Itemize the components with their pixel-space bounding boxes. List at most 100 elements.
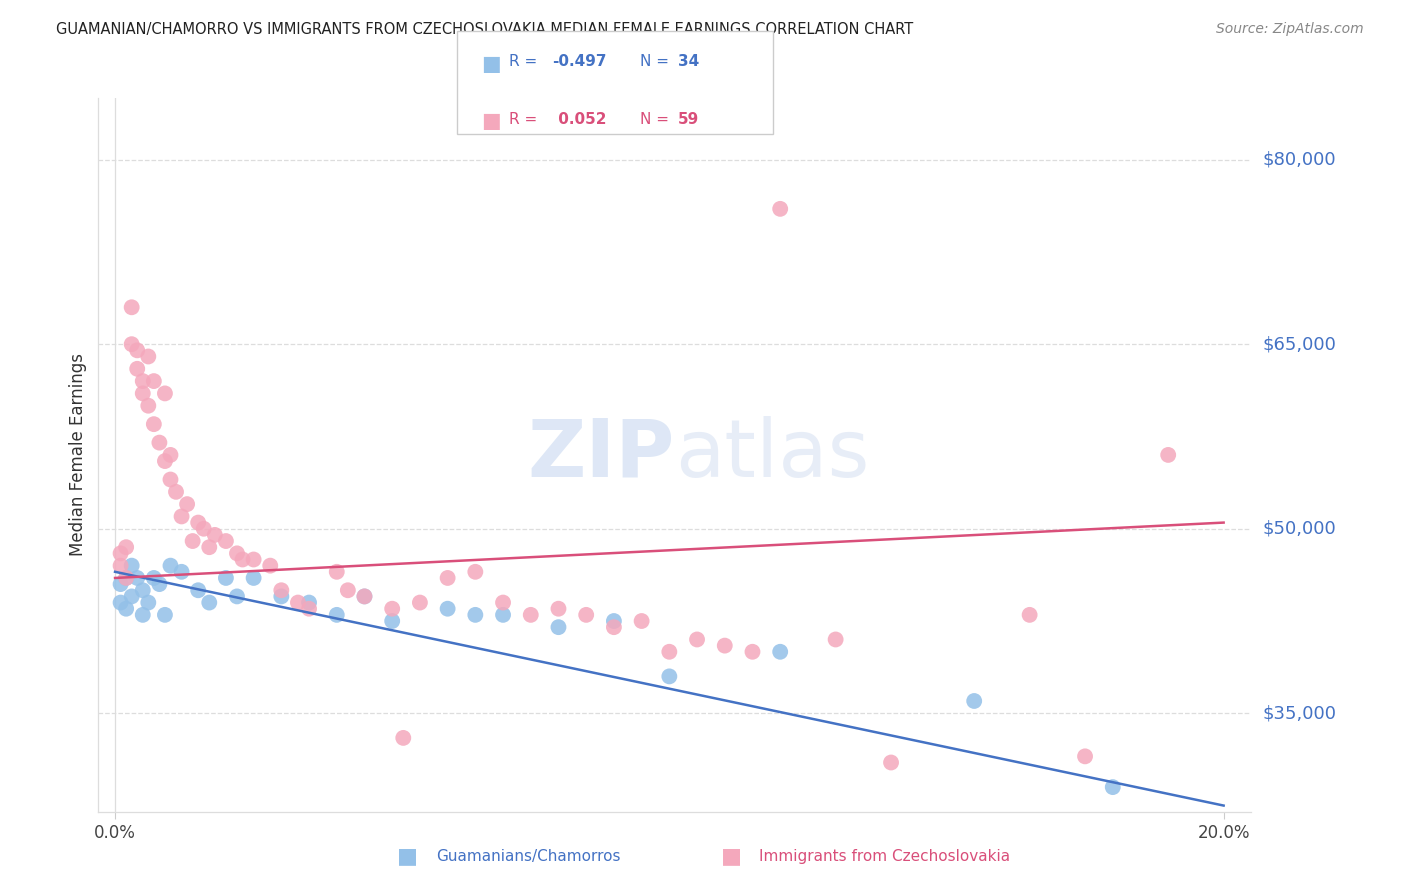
Text: $35,000: $35,000	[1263, 705, 1337, 723]
Point	[547, 601, 569, 615]
Point	[132, 374, 155, 388]
Point	[1157, 448, 1180, 462]
Point	[198, 540, 221, 554]
Point	[259, 558, 281, 573]
Point	[270, 590, 292, 604]
Point	[193, 522, 215, 536]
Point	[242, 552, 264, 566]
Point	[519, 607, 541, 622]
Point	[603, 620, 626, 634]
Text: N =: N =	[640, 54, 673, 69]
Point	[121, 300, 143, 314]
Text: N =: N =	[640, 112, 673, 127]
Point	[769, 645, 792, 659]
Point	[464, 565, 486, 579]
Point	[153, 454, 176, 468]
Point	[326, 607, 349, 622]
Point	[204, 528, 226, 542]
Point	[436, 601, 458, 615]
Point	[115, 540, 138, 554]
Point	[880, 756, 903, 770]
Point	[298, 596, 321, 610]
Text: $50,000: $50,000	[1263, 520, 1336, 538]
Point	[630, 614, 652, 628]
Point	[326, 565, 349, 579]
Point	[741, 645, 763, 659]
Text: ■: ■	[481, 112, 501, 131]
Point	[110, 596, 132, 610]
Text: $65,000: $65,000	[1263, 335, 1336, 353]
Text: Source: ZipAtlas.com: Source: ZipAtlas.com	[1216, 22, 1364, 37]
Point	[547, 620, 569, 634]
Point	[153, 386, 176, 401]
Point	[110, 577, 132, 591]
Text: ZIP: ZIP	[527, 416, 675, 494]
Text: 59: 59	[678, 112, 699, 127]
Point	[1074, 749, 1097, 764]
Point	[121, 590, 143, 604]
Point	[353, 590, 375, 604]
Point	[769, 202, 792, 216]
Point	[231, 552, 253, 566]
Point	[963, 694, 986, 708]
Point	[110, 558, 132, 573]
Point	[575, 607, 598, 622]
Point	[436, 571, 458, 585]
Point	[824, 632, 846, 647]
Point	[115, 571, 138, 585]
Text: 0.052: 0.052	[553, 112, 606, 127]
Point	[148, 435, 170, 450]
Point	[127, 343, 149, 358]
Point	[198, 596, 221, 610]
Point	[142, 571, 165, 585]
Point	[136, 596, 159, 610]
Text: Immigrants from Czechoslovakia: Immigrants from Czechoslovakia	[759, 849, 1011, 863]
Point	[492, 607, 515, 622]
Text: Guamanians/Chamorros: Guamanians/Chamorros	[436, 849, 620, 863]
Text: GUAMANIAN/CHAMORRO VS IMMIGRANTS FROM CZECHOSLOVAKIA MEDIAN FEMALE EARNINGS CORR: GUAMANIAN/CHAMORRO VS IMMIGRANTS FROM CZ…	[56, 22, 914, 37]
Point	[142, 374, 165, 388]
Text: ■: ■	[481, 54, 501, 73]
Point	[176, 497, 198, 511]
Point	[159, 558, 181, 573]
Point	[136, 350, 159, 364]
Point	[115, 571, 138, 585]
Point	[1101, 780, 1123, 794]
Point	[215, 534, 238, 549]
Text: $80,000: $80,000	[1263, 151, 1336, 169]
Point	[159, 473, 181, 487]
Point	[121, 558, 143, 573]
Point	[153, 607, 176, 622]
Point	[127, 571, 149, 585]
Text: R =: R =	[509, 54, 543, 69]
Point	[132, 386, 155, 401]
Point	[1018, 607, 1040, 622]
Point	[110, 546, 132, 560]
Point	[148, 577, 170, 591]
Point	[226, 546, 249, 560]
Point	[353, 590, 375, 604]
Point	[215, 571, 238, 585]
Point	[464, 607, 486, 622]
Point	[136, 399, 159, 413]
Text: atlas: atlas	[675, 416, 869, 494]
Point	[381, 614, 404, 628]
Point	[242, 571, 264, 585]
Text: -0.497: -0.497	[553, 54, 607, 69]
Point	[713, 639, 735, 653]
Point	[170, 509, 193, 524]
Point	[165, 484, 187, 499]
Point	[409, 596, 432, 610]
Text: ■: ■	[721, 847, 741, 866]
Text: 34: 34	[678, 54, 699, 69]
Point	[170, 565, 193, 579]
Text: R =: R =	[509, 112, 543, 127]
Point	[121, 337, 143, 351]
Point	[132, 583, 155, 598]
Y-axis label: Median Female Earnings: Median Female Earnings	[69, 353, 87, 557]
Point	[603, 614, 626, 628]
Point	[658, 645, 681, 659]
Point	[226, 590, 249, 604]
Point	[298, 601, 321, 615]
Point	[686, 632, 709, 647]
